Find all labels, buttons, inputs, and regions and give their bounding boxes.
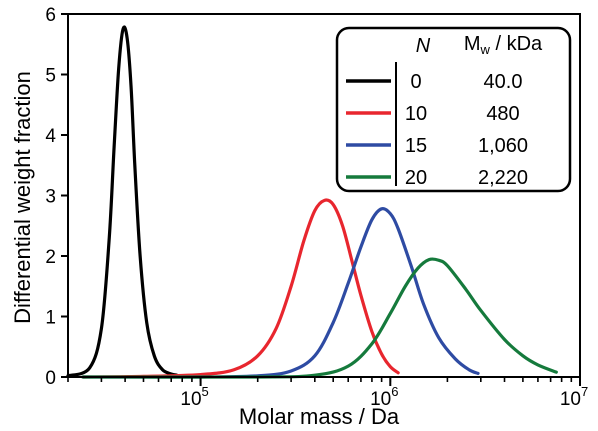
- legend-n-value: 0: [410, 71, 421, 93]
- y-tick-label: 6: [45, 5, 56, 26]
- series-line-1: [81, 198, 400, 379]
- legend-rows: 0 40.0 10 480 15 1,060 20 2,220: [346, 71, 528, 189]
- y-tick-label: 2: [45, 247, 56, 268]
- y-tick-label: 5: [45, 66, 56, 87]
- series-line-0: [66, 25, 179, 378]
- x-axis-ticks: 105 106 107: [67, 377, 588, 410]
- series-curves: [66, 25, 558, 379]
- x-axis-label: Molar mass / Da: [239, 404, 400, 429]
- y-tick-label: 3: [45, 187, 56, 208]
- legend-mw-value: 2,220: [478, 167, 528, 189]
- legend-header-mw-sub: w: [480, 42, 491, 57]
- series-line-3: [81, 257, 558, 379]
- x-tick-label: 107: [560, 384, 588, 410]
- legend-n-value: 15: [405, 135, 427, 157]
- y-tick-label: 4: [45, 126, 56, 147]
- legend-mw-value: 480: [486, 103, 519, 125]
- legend-mw-value: 40.0: [484, 71, 523, 93]
- legend-n-value: 20: [405, 167, 427, 189]
- legend-header-mw: Mw / kDa: [464, 33, 543, 57]
- legend-header-n: N: [416, 35, 431, 57]
- legend-mw-value: 1,060: [478, 135, 528, 157]
- y-tick-label: 0: [45, 368, 56, 389]
- legend-header-mw-main: M: [464, 33, 481, 55]
- y-tick-label: 1: [45, 308, 56, 329]
- x-tick-label: 106: [370, 384, 398, 410]
- legend: N Mw / kDa 0 40.0 10 480 15 1,060 20 2,220: [335, 26, 572, 193]
- series-line-2: [81, 206, 480, 379]
- y-axis-ticks: 0 1 2 3 4 5 6: [45, 5, 68, 389]
- legend-header-mw-unit: / kDa: [490, 33, 543, 55]
- y-axis-label: Differential weight fraction: [10, 71, 35, 324]
- x-tick-label: 105: [180, 384, 208, 410]
- legend-n-value: 10: [405, 103, 427, 125]
